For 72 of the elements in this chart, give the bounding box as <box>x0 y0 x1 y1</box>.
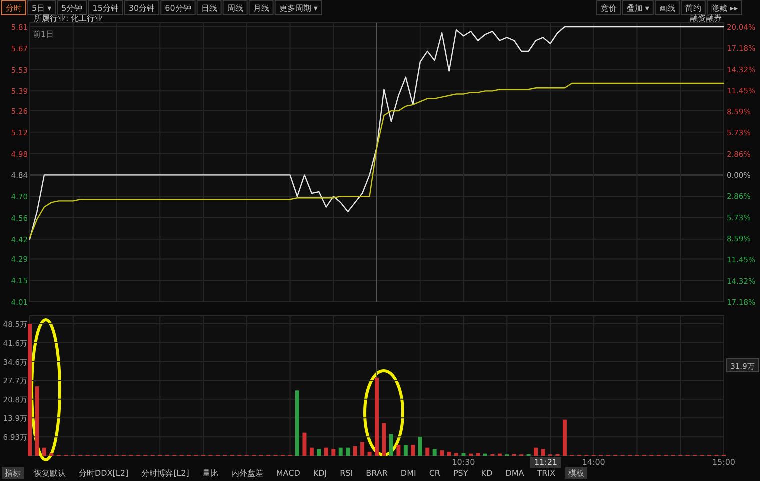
text: 隐藏 ▸▸ <box>711 4 738 13</box>
bar <box>28 324 32 456</box>
bar <box>447 452 452 456</box>
text: 更多周期 ▾ <box>279 4 318 13</box>
bar <box>432 449 437 456</box>
text: 月线 <box>253 4 270 13</box>
bar <box>332 449 336 456</box>
bar <box>454 453 459 456</box>
line-series <box>29 82 725 238</box>
text: CR <box>429 469 441 478</box>
bar <box>418 436 422 456</box>
text: KD <box>481 469 493 478</box>
text: 竞价 <box>600 4 617 13</box>
text: 所属行业: 化工行业 <box>34 14 104 23</box>
bar <box>310 448 314 456</box>
bar <box>302 432 307 456</box>
text: 分时博弈[L2] <box>142 469 190 478</box>
text: PSY <box>453 469 468 478</box>
bar <box>353 446 358 456</box>
bar <box>338 448 343 456</box>
text: 指标 <box>4 469 21 478</box>
bar <box>534 448 538 456</box>
bar <box>476 453 480 456</box>
text: BRAR <box>366 469 388 478</box>
bar <box>541 449 546 456</box>
bar <box>382 423 386 456</box>
text: 日线 <box>201 4 218 13</box>
text: 5分钟 <box>62 4 83 13</box>
bar <box>396 445 401 456</box>
bar <box>440 450 444 456</box>
bar <box>317 449 322 456</box>
bar <box>389 434 394 456</box>
text: KDJ <box>313 469 328 478</box>
bar <box>404 445 408 456</box>
text: 分时 <box>6 4 22 13</box>
text: 叠加 ▾ <box>626 4 650 13</box>
text: RSI <box>340 469 354 478</box>
bar <box>562 420 567 456</box>
bar <box>35 386 40 456</box>
x-tick-label: 10:30 <box>452 458 476 467</box>
line-series <box>29 26 725 240</box>
text: 分时DDX[L2] <box>79 469 129 478</box>
text: 融资融券 <box>690 14 722 23</box>
text: 量比 <box>202 469 218 478</box>
bar <box>411 445 416 456</box>
x-tick-label: 14:00 <box>582 458 606 467</box>
text: 5日 ▾ <box>32 4 52 13</box>
annotation: 前1日 <box>33 30 54 39</box>
bar <box>42 448 46 456</box>
bar <box>295 390 300 456</box>
bar <box>375 378 379 456</box>
text: 15分钟 <box>92 4 119 13</box>
text: 周线 <box>227 4 244 13</box>
text: 60分钟 <box>165 4 192 13</box>
bar <box>360 442 365 456</box>
text: MACD <box>276 469 300 478</box>
bar <box>324 448 328 456</box>
text: 模板 <box>568 469 585 478</box>
bar <box>346 448 350 456</box>
text: 30分钟 <box>128 4 156 13</box>
text: 简约 <box>685 4 702 13</box>
text: DMI <box>400 469 416 478</box>
bar <box>368 452 372 456</box>
text: 11:21 <box>534 458 558 467</box>
text: TRIX <box>536 469 556 478</box>
text: DMA <box>506 469 525 478</box>
text: 内外盘差 <box>231 469 264 478</box>
bar <box>426 448 430 456</box>
bar <box>50 453 54 456</box>
text: 恢复默认 <box>33 469 66 478</box>
x-tick-label: 15:00 <box>712 458 736 467</box>
text: 画线 <box>659 4 676 13</box>
